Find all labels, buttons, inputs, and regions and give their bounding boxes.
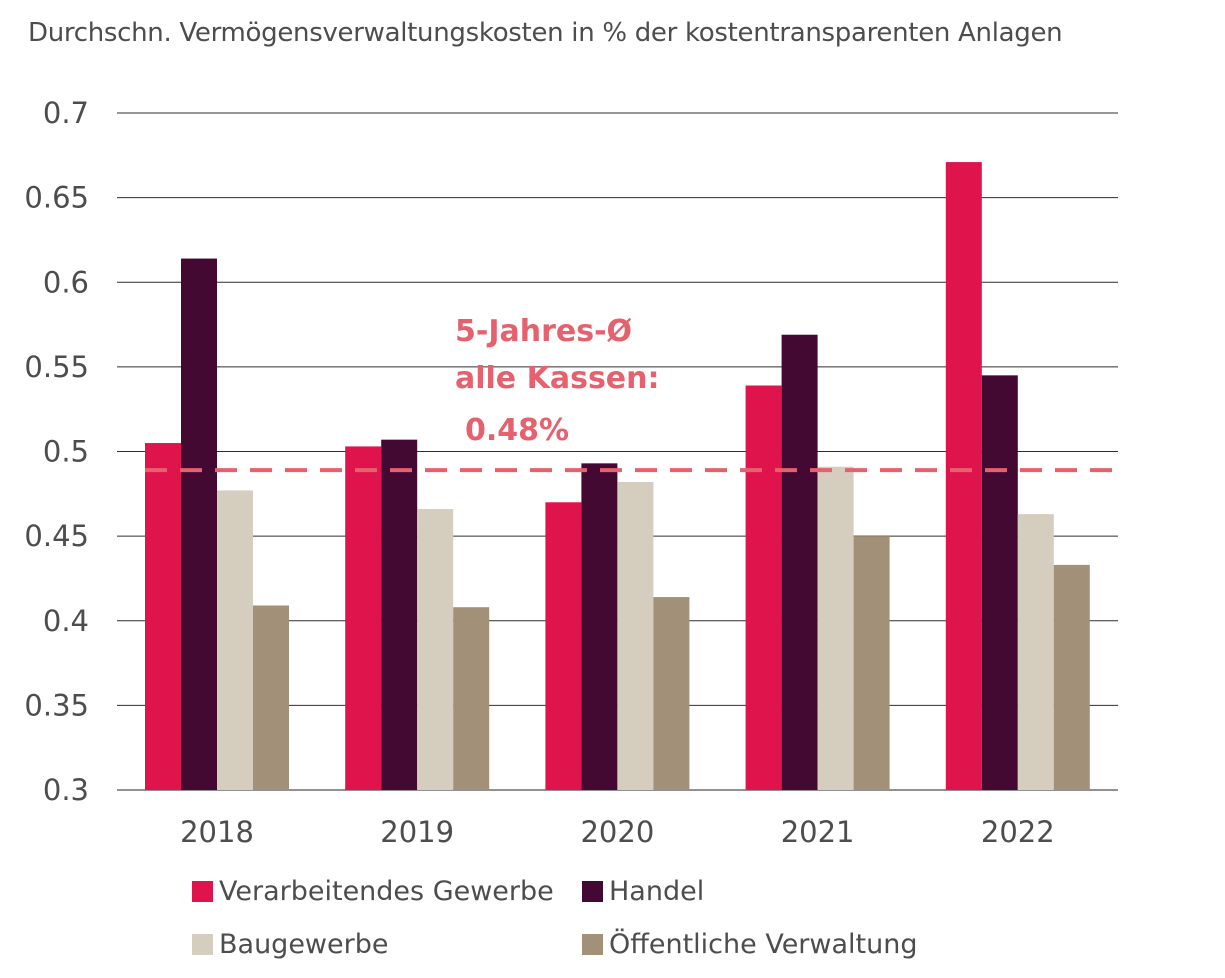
average-annotation: 5-Jahres-Ø alle Kassen: 0.48% [455,314,660,448]
legend-swatch [192,934,213,955]
bar [781,334,818,790]
chart-title: Durchschn. Vermögensverwaltungskosten in… [28,18,1063,48]
bar [981,375,1018,790]
bars [145,162,1090,790]
y-tick-label: 0.5 [43,435,89,469]
bar [745,385,782,790]
legend-item: Öffentliche Verwaltung [582,929,917,960]
legend-item: Handel [582,876,704,907]
bar [617,481,654,790]
bar [217,490,253,790]
annotation-line: alle Kassen: [455,361,660,396]
legend-item: Verarbeitendes Gewerbe [192,876,554,907]
bar [381,439,418,790]
annotation-line: 5-Jahres-Ø [455,314,632,349]
bar [145,443,181,790]
bar [1053,564,1090,790]
bar [817,466,854,790]
x-axis-ticks: 2018 2019 2020 2021 2022 [180,815,1055,849]
x-tick-label: 2019 [380,815,454,849]
bar [545,502,582,790]
legend-label: Baugewerbe [219,929,389,960]
bar [581,463,618,790]
bar [653,597,690,790]
y-tick-label: 0.45 [24,519,89,553]
y-tick-label: 0.6 [43,265,89,299]
x-tick-label: 2018 [180,815,254,849]
y-tick-label: 0.4 [43,604,89,638]
x-tick-label: 2020 [580,815,654,849]
bar [181,258,217,790]
y-tick-label: 0.35 [24,688,89,722]
bar [253,605,289,790]
legend-label: Öffentliche Verwaltung [609,929,918,960]
legend-swatch [582,934,603,955]
legend-swatch [192,881,213,902]
legend-label: Handel [609,876,705,907]
y-tick-label: 0.55 [24,350,89,384]
bar [345,446,382,790]
bar [853,536,890,790]
bar [417,509,454,790]
y-axis-ticks: 0.3 0.35 0.4 0.45 0.5 0.55 0.6 0.65 0.7 [24,96,89,807]
bar [1017,514,1054,790]
x-tick-label: 2022 [981,815,1055,849]
y-tick-label: 0.7 [43,96,89,130]
bar [453,607,490,790]
annotation-line: 0.48% [465,413,569,448]
legend-swatch [582,881,603,902]
y-tick-label: 0.65 [24,181,89,215]
legend-item: Baugewerbe [192,929,388,960]
x-tick-label: 2021 [781,815,855,849]
y-tick-label: 0.3 [43,773,89,807]
bar [945,162,982,790]
legend-label: Verarbeitendes Gewerbe [219,876,554,907]
